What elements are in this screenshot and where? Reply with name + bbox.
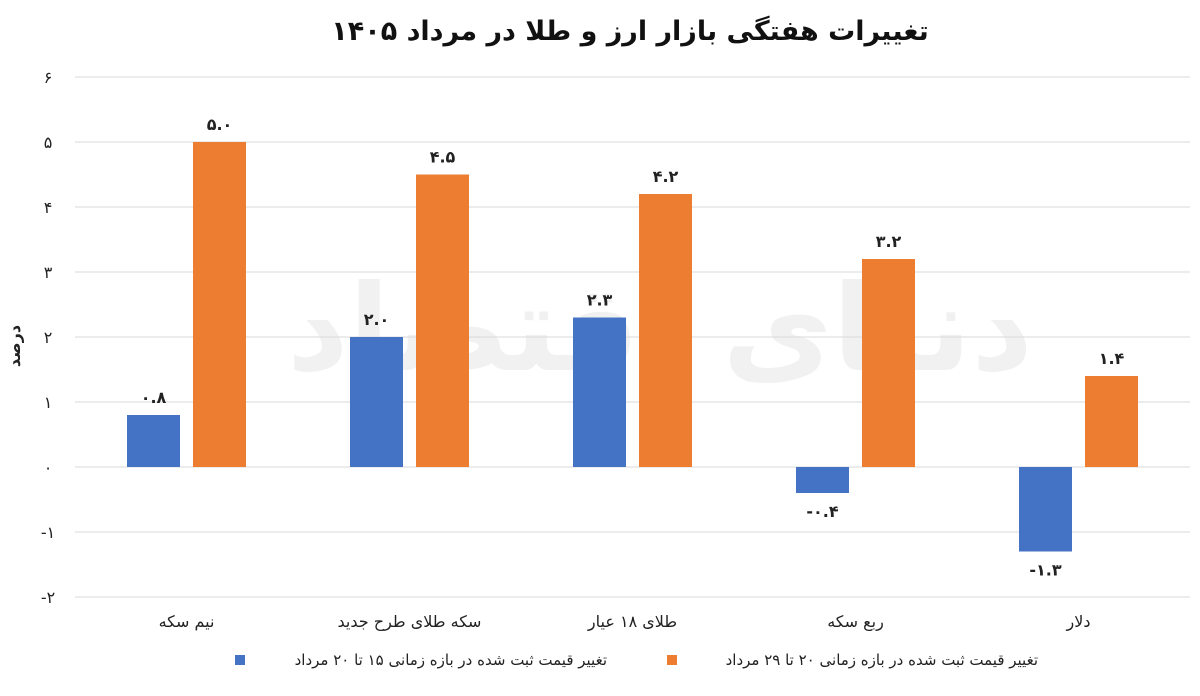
data-labels: ۰.۸ ۵.۰ ۲.۰ ۴.۵ ۲.۳ ۴.۲ -۰.۴ ۳.۲ -۱.۳ ۱.۴ (141, 115, 1125, 580)
category-label: سکه طلای طرح جدید (338, 612, 482, 632)
bar-series-2 (862, 259, 915, 467)
data-label-series-1: ۰.۸ (141, 388, 167, 407)
bar-series-2 (639, 194, 692, 467)
category-label: ربع سکه (827, 612, 884, 632)
bar-series-2 (193, 142, 246, 467)
category-labels: نیم سکه سکه طلای طرح جدید طلای ۱۸ عیار ربع … (159, 612, 1091, 632)
legend-label-series-1: تغییر قیمت ثبت شده در بازه زمانی ۱۵ تا ۲… (295, 651, 607, 669)
category-label: طلای ۱۸ عیار (587, 612, 677, 632)
bar-series-1 (1019, 467, 1072, 552)
y-tick-label: ۳ (44, 263, 53, 282)
data-label-series-2: ۳.۲ (876, 232, 902, 251)
y-tick-label: -۱ (41, 523, 55, 542)
bar-series-1 (127, 415, 180, 467)
bar-series-1 (573, 317, 626, 467)
bar-series-1 (350, 337, 403, 467)
legend-swatch-series-2 (667, 655, 677, 665)
y-tick-label: -۲ (41, 588, 55, 607)
y-tick-label: ۵ (44, 133, 53, 152)
legend-swatch-series-1 (235, 655, 245, 665)
y-tick-label: ۲ (44, 328, 53, 347)
chart-title: تغییرات هفتگی بازار ارز و طلا در مرداد ۱… (331, 15, 928, 47)
y-tick-label: ۰ (44, 458, 53, 477)
bar-series-2 (1085, 376, 1138, 467)
data-label-series-2: ۴.۵ (430, 148, 456, 167)
gridlines (75, 76, 1190, 598)
bars (127, 142, 1138, 552)
category-label: نیم سکه (159, 612, 215, 631)
data-label-series-1: -۱.۳ (1029, 561, 1061, 580)
data-label-series-2: ۵.۰ (207, 115, 233, 134)
data-label-series-1: ۲.۰ (364, 310, 390, 329)
legend-label-series-2: تغییر قیمت ثبت شده در بازه زمانی ۲۰ تا ۲… (726, 651, 1038, 669)
bar-series-2 (416, 174, 469, 467)
y-axis-label: درصد (5, 325, 24, 367)
category-label: دلار (1066, 612, 1091, 632)
y-tick-label: ۴ (44, 198, 53, 217)
legend: تغییر قیمت ثبت شده در بازه زمانی ۱۵ تا ۲… (235, 651, 1038, 669)
y-axis-ticks: -۲ -۱ ۰ ۱ ۲ ۳ ۴ ۵ ۶ (41, 68, 55, 607)
data-label-series-1: -۰.۴ (806, 502, 838, 521)
data-label-series-2: ۱.۴ (1099, 349, 1125, 368)
data-label-series-1: ۲.۳ (587, 291, 613, 310)
bar-series-1 (796, 467, 849, 493)
y-tick-label: ۶ (44, 68, 53, 87)
y-tick-label: ۱ (44, 393, 53, 412)
data-label-series-2: ۴.۲ (653, 167, 679, 186)
